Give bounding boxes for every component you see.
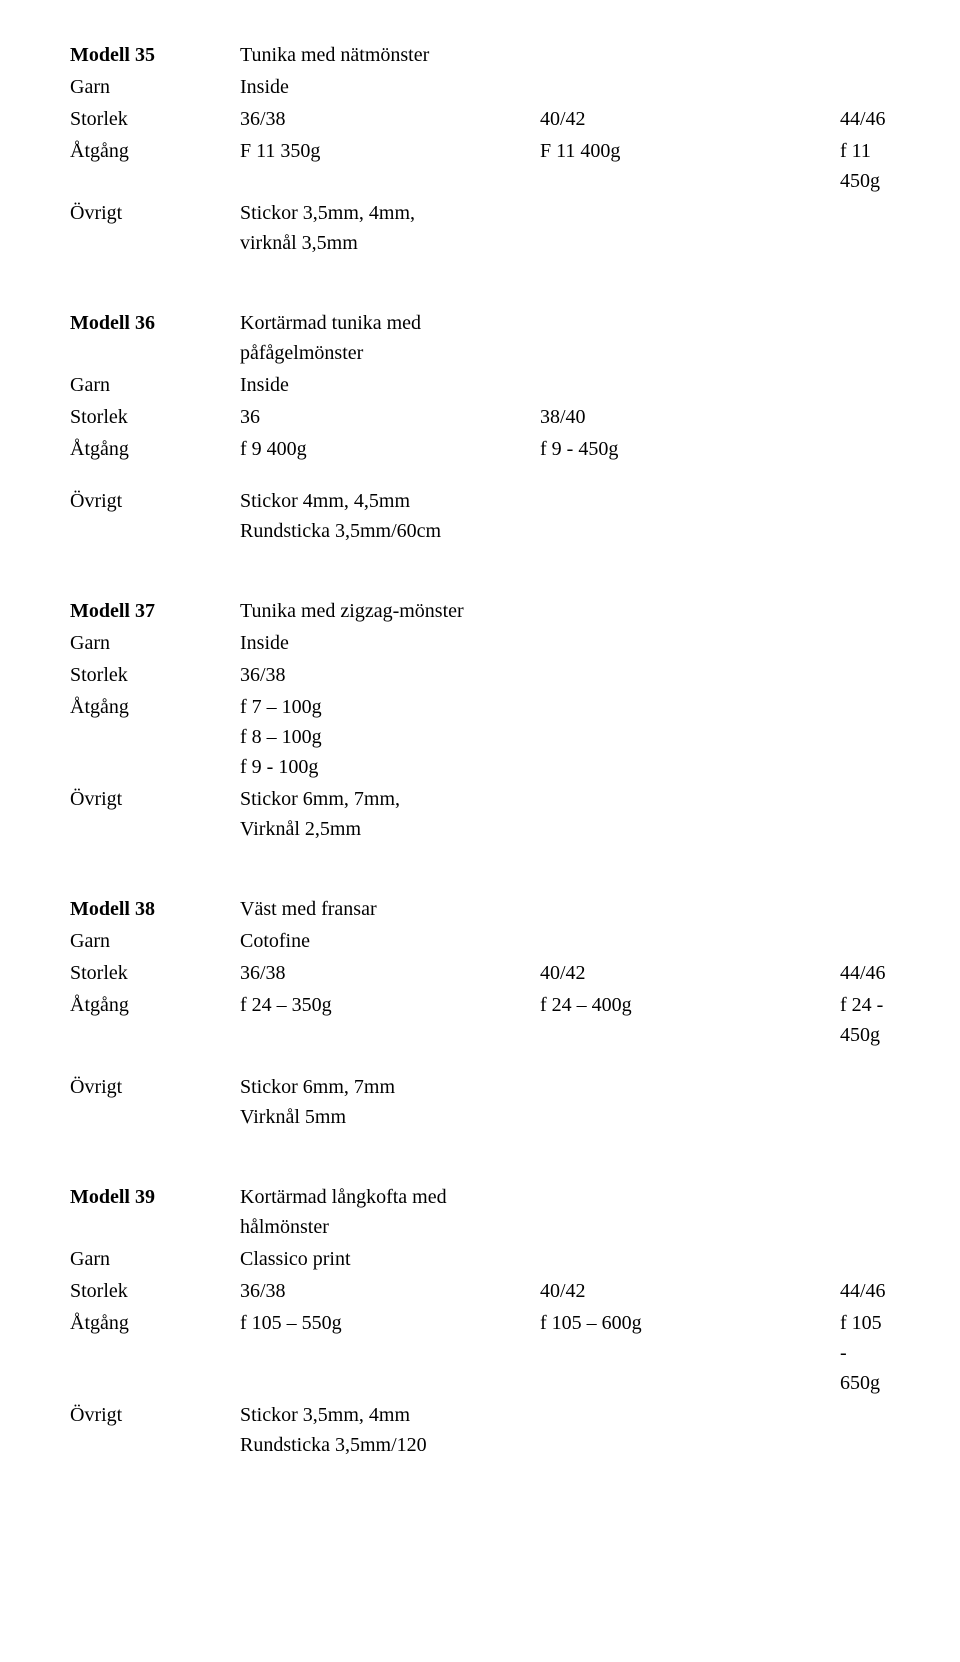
model-36-at-2: f 9 - 450g	[540, 434, 890, 464]
model-38-header: Modell 38	[70, 894, 240, 924]
model-36-ovrigt: Stickor 4mm, 4,5mm Rundsticka 3,5mm/60cm	[240, 486, 890, 546]
label-garn: Garn	[70, 370, 240, 400]
model-38-garn: Cotofine	[240, 926, 890, 956]
model-39-section: Modell 39 Kortärmad långkofta med hålmön…	[70, 1182, 890, 1460]
label-storlek: Storlek	[70, 958, 240, 988]
model-39-title: Kortärmad långkofta med hålmönster	[240, 1182, 890, 1242]
model-37-storlek: 36/38	[240, 660, 890, 690]
model-39-at-1: f 105 – 550g	[240, 1308, 540, 1398]
model-35-at-1: F 11 350g	[240, 136, 540, 196]
model-39-header: Modell 39	[70, 1182, 240, 1242]
label-storlek: Storlek	[70, 104, 240, 134]
label-ovrigt: Övrigt	[70, 1400, 240, 1460]
model-36-section: Modell 36 Kortärmad tunika med påfågelmö…	[70, 308, 890, 546]
model-35-size-2: 40/42	[540, 104, 840, 134]
model-37-garn: Inside	[240, 628, 890, 658]
label-garn: Garn	[70, 926, 240, 956]
model-37-section: Modell 37 Tunika med zigzag-mönster Garn…	[70, 596, 890, 844]
model-35-title: Tunika med nätmönster	[240, 40, 890, 70]
label-garn: Garn	[70, 628, 240, 658]
model-36-garn: Inside	[240, 370, 890, 400]
label-atgang: Åtgång	[70, 990, 240, 1050]
model-35-section: Modell 35 Tunika med nätmönster Garn Ins…	[70, 40, 890, 258]
label-garn: Garn	[70, 1244, 240, 1274]
model-38-at-3: f 24 - 450g	[840, 990, 890, 1050]
model-35-garn: Inside	[240, 72, 890, 102]
model-38-at-2: f 24 – 400g	[540, 990, 840, 1050]
model-38-size-3: 44/46	[840, 958, 890, 988]
model-36-size-1: 36	[240, 402, 540, 432]
model-39-at-2: f 105 – 600g	[540, 1308, 840, 1398]
label-atgang: Åtgång	[70, 136, 240, 196]
model-37-ovrigt: Stickor 6mm, 7mm, Virknål 2,5mm	[240, 784, 890, 844]
model-39-size-2: 40/42	[540, 1276, 840, 1306]
model-35-size-1: 36/38	[240, 104, 540, 134]
model-39-ovrigt: Stickor 3,5mm, 4mm Rundsticka 3,5mm/120	[240, 1400, 890, 1460]
model-38-section: Modell 38 Väst med fransar Garn Cotofine…	[70, 894, 890, 1132]
model-39-size-3: 44/46	[840, 1276, 890, 1306]
model-37-header: Modell 37	[70, 596, 240, 626]
label-ovrigt: Övrigt	[70, 486, 240, 546]
model-39-size-1: 36/38	[240, 1276, 540, 1306]
model-36-title: Kortärmad tunika med påfågelmönster	[240, 308, 890, 368]
model-36-size-2: 38/40	[540, 402, 890, 432]
model-35-header: Modell 35	[70, 40, 240, 70]
model-35-size-3: 44/46	[840, 104, 890, 134]
label-storlek: Storlek	[70, 660, 240, 690]
model-35-at-3: f 11 450g	[840, 136, 890, 196]
label-atgang: Åtgång	[70, 434, 240, 464]
model-38-title: Väst med fransar	[240, 894, 890, 924]
label-ovrigt: Övrigt	[70, 198, 240, 258]
model-37-title: Tunika med zigzag-mönster	[240, 596, 890, 626]
label-ovrigt: Övrigt	[70, 1072, 240, 1132]
label-atgang: Åtgång	[70, 692, 240, 782]
model-38-at-1: f 24 – 350g	[240, 990, 540, 1050]
model-38-size-2: 40/42	[540, 958, 840, 988]
model-38-size-1: 36/38	[240, 958, 540, 988]
model-38-ovrigt: Stickor 6mm, 7mm Virknål 5mm	[240, 1072, 890, 1132]
model-39-garn: Classico print	[240, 1244, 890, 1274]
model-35-at-2: F 11 400g	[540, 136, 840, 196]
model-35-ovrigt: Stickor 3,5mm, 4mm, virknål 3,5mm	[240, 198, 890, 258]
model-39-at-3: f 105 - 650g	[840, 1308, 890, 1398]
label-garn: Garn	[70, 72, 240, 102]
label-atgang: Åtgång	[70, 1308, 240, 1398]
model-37-atgang: f 7 – 100g f 8 – 100g f 9 - 100g	[240, 692, 890, 782]
model-36-header: Modell 36	[70, 308, 240, 368]
label-storlek: Storlek	[70, 402, 240, 432]
label-ovrigt: Övrigt	[70, 784, 240, 844]
label-storlek: Storlek	[70, 1276, 240, 1306]
model-36-at-1: f 9 400g	[240, 434, 540, 464]
